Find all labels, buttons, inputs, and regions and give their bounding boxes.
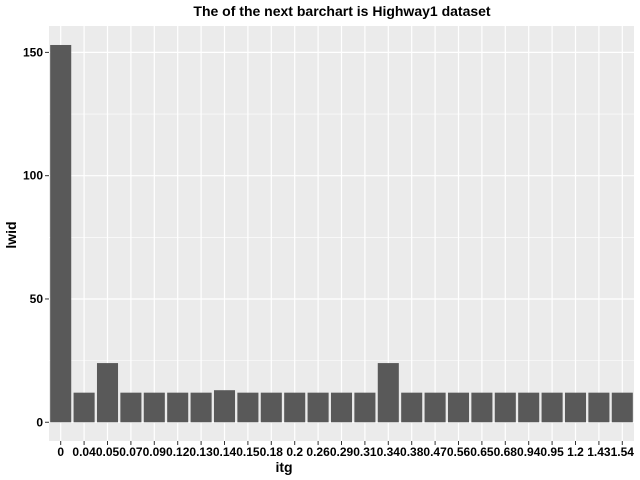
x-tick-label: 0.09	[143, 445, 167, 459]
x-tick-label: 0.15	[236, 445, 260, 459]
y-axis-title: lwid	[3, 221, 19, 248]
bar-1.2	[564, 392, 587, 423]
grid-lines	[49, 26, 634, 441]
x-tick-label: 0.68	[494, 445, 518, 459]
bar-0.34	[377, 363, 399, 423]
x-tick-label: 0.18	[260, 445, 284, 459]
x-tick-label: 0.14	[213, 445, 237, 459]
bar-0.95	[541, 392, 563, 423]
y-tick-label: 150	[23, 45, 43, 59]
bar-0.65	[471, 392, 493, 423]
bar-0.15	[237, 392, 259, 423]
x-tick-label: 0	[57, 445, 64, 459]
x-tick-label: 0.04	[72, 445, 96, 459]
bar-0.04	[73, 392, 95, 423]
x-tick-label: 0.65	[470, 445, 494, 459]
bar-0.94	[518, 392, 540, 423]
bar-0.56	[447, 392, 470, 423]
bar-0.05	[96, 363, 119, 423]
bar-0.26	[307, 392, 329, 423]
bar-1.43	[588, 392, 610, 423]
x-tick-label: 0.29	[330, 445, 354, 459]
x-tick-label: 0.05	[96, 445, 120, 459]
bar-0.31	[354, 392, 376, 423]
x-axis: 0 0.04 0.05 0.07 0.09 0.12 0.13 0.14 0.15 0.18 0.2…	[57, 441, 634, 459]
bar-1.54	[611, 392, 633, 423]
bar-0.2	[284, 392, 306, 423]
x-tick-label: 0.94	[517, 445, 541, 459]
x-tick-label: 0.34	[377, 445, 401, 459]
bar-0.07	[120, 392, 142, 423]
x-tick-label: 1.2	[567, 445, 584, 459]
bar-0.18	[260, 392, 282, 423]
x-tick-label: 0.2	[286, 445, 303, 459]
bar-0.14	[213, 390, 236, 423]
x-tick-label: 0.47	[423, 445, 447, 459]
x-tick-label: 0.07	[119, 445, 143, 459]
bar-0.47	[424, 392, 446, 423]
x-tick-label: 0.31	[353, 445, 377, 459]
y-tick-label: 50	[30, 292, 44, 306]
x-tick-label: 0.95	[540, 445, 564, 459]
bars	[50, 44, 633, 423]
bar-0.68	[494, 392, 516, 423]
chart-title: The of the next barchart is Highway1 dat…	[193, 3, 491, 19]
bar-0	[50, 44, 72, 423]
x-tick-label: 1.43	[587, 445, 611, 459]
x-tick-label: 0.38	[400, 445, 424, 459]
bar-0.09	[143, 392, 165, 423]
x-tick-label: 0.13	[189, 445, 213, 459]
x-tick-label: 0.12	[166, 445, 190, 459]
x-tick-label: 0.56	[447, 445, 471, 459]
bar-0.12	[167, 392, 189, 423]
y-tick-label: 100	[23, 169, 43, 183]
bar-0.29	[330, 392, 353, 423]
y-tick-label: 0	[36, 415, 43, 429]
x-tick-label: 0.26	[306, 445, 330, 459]
bar-0.38	[401, 392, 423, 423]
y-axis: 0 50 100 150	[23, 45, 49, 429]
bar-0.13	[190, 392, 212, 423]
x-tick-label: 1.54	[611, 445, 635, 459]
x-axis-title: itg	[275, 459, 292, 475]
